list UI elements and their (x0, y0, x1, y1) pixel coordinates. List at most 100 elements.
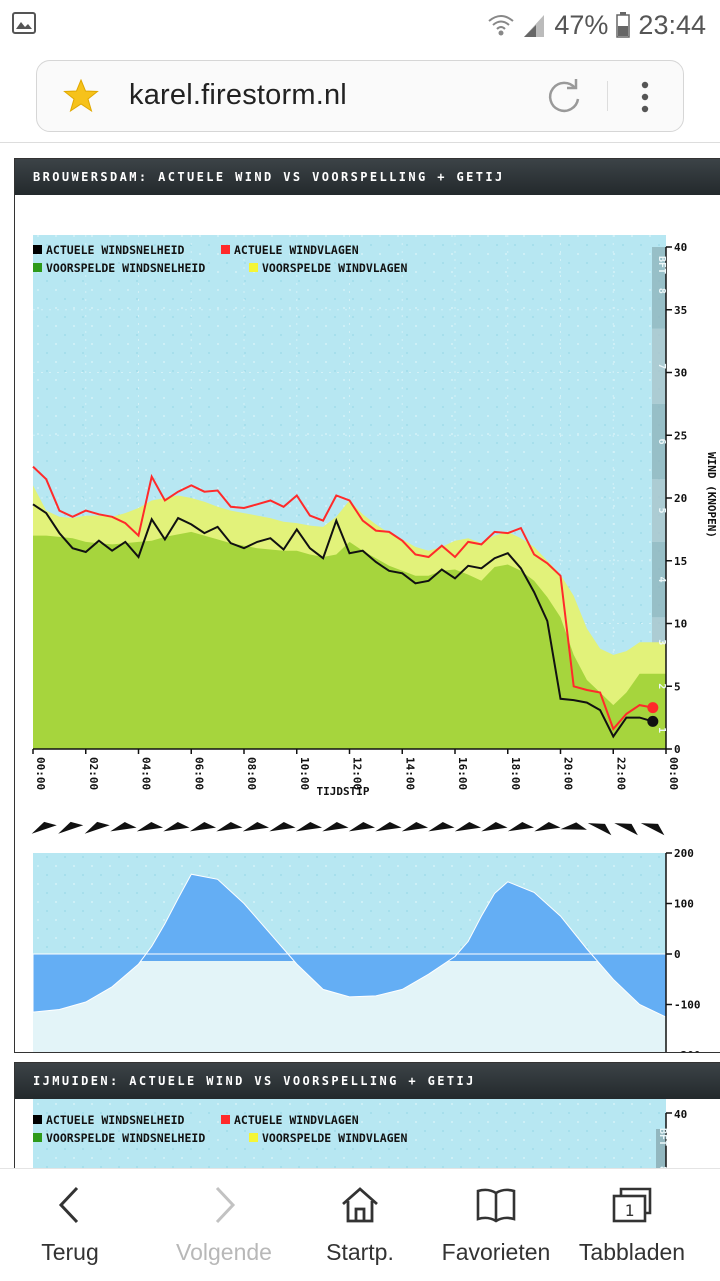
wind-arrow-icon (269, 822, 296, 832)
browser-toolbar: karel.firestorm.nl (0, 50, 720, 143)
address-bar[interactable]: karel.firestorm.nl (36, 60, 684, 132)
y-tick-label: 200 (674, 847, 694, 860)
legend-label-actual-speed: ACTUELE WINDSNELHEID (46, 243, 185, 257)
bookmarks-icon[interactable] (476, 1185, 516, 1225)
wind-lines (32, 465, 659, 739)
tabs-button[interactable]: 1 Tabbladen (574, 1169, 690, 1281)
bft-band (652, 328, 666, 404)
wind-arrow-icon (31, 821, 57, 834)
wind-gridlines (33, 235, 652, 749)
tabs-icon[interactable]: 1 (612, 1185, 652, 1225)
legend-swatch-actual-gusts (221, 245, 230, 254)
x-tick-label: 08:00 (245, 757, 258, 790)
x-tick-label: 14:00 (403, 757, 416, 790)
x-tick-label: 02:00 (87, 757, 100, 790)
wind-axes: 0 5 10 15 20 25 30 35 40 1 2 3 4 5 6 7 8 BFT 00:00 02:00 04:… (32, 241, 687, 790)
forward-chevron-icon[interactable] (204, 1185, 244, 1225)
bottom-navigation: Terug Volgende Startp. Favorieten 1 Tabb… (0, 1168, 720, 1281)
home-icon[interactable] (340, 1185, 380, 1225)
y-tick-label: 25 (674, 429, 687, 442)
x-tick-label: 00:00 (667, 757, 680, 790)
legend-swatch-forecast-gusts (249, 263, 258, 272)
back-label[interactable]: Terug (41, 1239, 99, 1265)
bft-tick-label: 1 (656, 727, 667, 733)
wind-arrow-icon (587, 823, 612, 836)
wind-arrow-icon (84, 821, 110, 834)
wind-arrow-icon (295, 822, 323, 832)
panel-title: BROUWERSDAM: ACTUELE WIND VS VOORSPELLIN… (15, 159, 720, 195)
tide-chart-background (33, 853, 666, 1055)
wind-arrow-icon (110, 822, 137, 832)
x-tick-label: 18:00 (509, 757, 522, 790)
x-tick-label: 12:00 (351, 757, 364, 790)
back-button[interactable]: Terug (18, 1169, 122, 1281)
bft-band (652, 541, 666, 618)
bft-tick-label: 2 (656, 683, 667, 689)
x-tick-label: 06:00 (192, 757, 205, 790)
legend-swatch-forecast-gusts (249, 1133, 258, 1142)
bft-tick-label: 4 (656, 577, 667, 583)
wind-arrow-icon (216, 822, 243, 832)
forward-button[interactable]: Volgende (164, 1169, 284, 1281)
legend-label-forecast-speed: VOORSPELDE WINDSNELHEID (46, 261, 205, 275)
signal-icon (524, 15, 545, 37)
wind-areas (33, 485, 666, 749)
bft-band (652, 247, 666, 329)
x-tick-label: 00:00 (34, 757, 47, 790)
y-tick-label: 0 (674, 948, 681, 961)
wind-chart-ijmuiden: 40 8 BFT ACTUELE WINDSNELHEID ACTUELE WI… (33, 1099, 687, 1168)
back-chevron-icon[interactable] (50, 1185, 90, 1225)
station-panel-ijmuiden: IJMUIDEN: ACTUELE WIND VS VOORSPELLING +… (14, 1062, 720, 1168)
wind-arrow-icon (322, 822, 349, 832)
bft-band (652, 479, 666, 542)
home-label[interactable]: Startp. (326, 1239, 394, 1265)
wind-arrow-icon (507, 822, 535, 832)
x-tick-label: 22:00 (614, 757, 627, 790)
y-tick-label: 100 (674, 898, 694, 911)
more-menu-icon[interactable] (635, 79, 655, 115)
battery-icon (616, 12, 631, 38)
wind-arrow-icon (454, 822, 482, 832)
bft-tick-label: 6 (656, 439, 667, 445)
wind-chart-background (33, 1099, 666, 1168)
x-tick-label: 16:00 (456, 757, 469, 790)
legend-swatch-actual-gusts (221, 1115, 230, 1124)
web-content[interactable]: BROUWERSDAM: ACTUELE WIND VS VOORSPELLIN… (0, 143, 720, 1168)
forward-label[interactable]: Volgende (176, 1239, 272, 1265)
wind-arrow-icon (348, 822, 376, 832)
y-tick-label: 10 (674, 618, 687, 631)
bft-tick-label: 8 (657, 1166, 668, 1168)
wind-arrow-icon (401, 822, 429, 832)
bookmarks-button[interactable]: Favorieten (436, 1169, 556, 1281)
bft-scale-bar (656, 1129, 666, 1168)
wind-direction-arrows (31, 821, 665, 836)
panel-title: IJMUIDEN: ACTUELE WIND VS VOORSPELLING +… (15, 1063, 720, 1099)
legend-label-forecast-gusts: VOORSPELDE WINDVLAGEN (262, 1131, 407, 1145)
reload-icon[interactable] (545, 77, 583, 115)
tabs-label[interactable]: Tabbladen (578, 1239, 686, 1265)
picture-icon (12, 12, 36, 34)
wind-arrow-icon (375, 822, 402, 832)
marker-actual-gusts (647, 702, 659, 714)
y-tick-label: 30 (674, 367, 687, 380)
bft-tick-label: 7 (656, 363, 667, 369)
status-bar: 47% 23:44 (0, 0, 720, 50)
legend-swatch-forecast-speed (33, 263, 42, 272)
url-text[interactable]: karel.firestorm.nl (129, 79, 347, 111)
line-actual-speed (32, 503, 654, 739)
wind-tide-chart: 0 5 10 15 20 25 30 35 40 1 2 3 4 5 6 7 8 BFT 00:00 02:00 04:… (31, 235, 718, 1074)
bft-unit-label: BFT (657, 1128, 668, 1146)
bookmarks-label[interactable]: Favorieten (441, 1239, 551, 1265)
y-tick-label: -100 (674, 999, 701, 1012)
home-button[interactable]: Startp. (310, 1169, 410, 1281)
line-actual-gusts (32, 465, 653, 731)
star-icon[interactable] (63, 79, 99, 113)
wind-arrow-icon (560, 822, 587, 830)
tide-area (32, 873, 667, 1018)
wind-legend: ACTUELE WINDSNELHEID ACTUELE WINDVLAGEN … (33, 243, 407, 275)
wifi-icon (488, 15, 515, 36)
wind-arrow-icon (614, 823, 638, 836)
tide-curve (32, 873, 667, 1018)
x-tick-label: 20:00 (562, 757, 575, 790)
y-axis-title: WIND (KNOPEN) (705, 452, 718, 538)
